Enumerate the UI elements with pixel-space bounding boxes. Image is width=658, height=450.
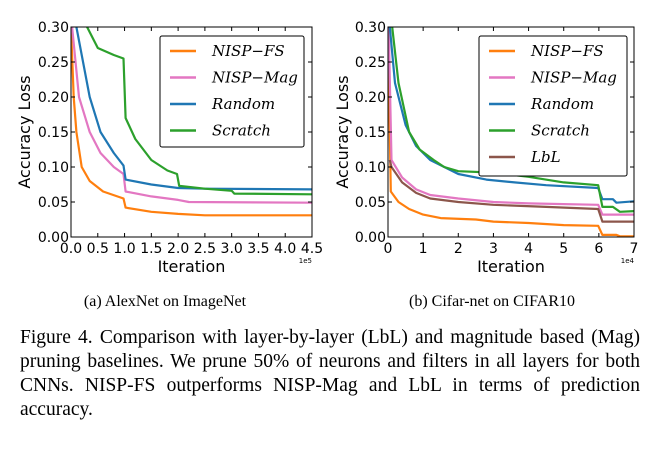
y-tick-label: 0.10 [355, 160, 386, 176]
x-multiplier-label: 1e5 [299, 257, 312, 265]
x-tick-label: 0.5 [87, 241, 109, 257]
x-tick-label: 1 [419, 241, 428, 257]
series-line-lbl [388, 159, 634, 223]
x-tick-label: 6 [594, 241, 603, 257]
legend-box [478, 35, 628, 177]
x-tick-label: 7 [630, 241, 639, 257]
legend-label: Scratch [212, 122, 271, 140]
y-axis-label: Accuracy Loss [333, 75, 352, 188]
x-tick-label: 1.0 [113, 241, 135, 257]
figure-charts: 0.0 0.5 1.0 1.5 2.0 2.5 3.0 3.5 4.0 4.5 0.00 0.05 0.… [15, 20, 638, 276]
figure-caption: Figure 4. Comparison with layer-by-layer… [20, 327, 640, 420]
chart-2: 0 1 2 3 4 5 6 7 0.00 0.05 0.10 0.15 0.20 0.25 0.30 Iter… [333, 20, 638, 276]
y-tick-label: 0.05 [38, 195, 69, 211]
x-tick-label: 4.0 [274, 241, 296, 257]
y-tick-label: 0.25 [355, 55, 386, 71]
series-line-nispmag [71, 27, 312, 204]
x-axis-label: Iteration [158, 257, 226, 276]
chart-1: 0.0 0.5 1.0 1.5 2.0 2.5 3.0 3.5 4.0 4.5 0.00 0.05 0.… [15, 20, 323, 276]
legend-label: NISP−FS [211, 42, 285, 60]
legend-label: Scratch [531, 122, 590, 140]
legend-box [159, 35, 305, 148]
x-tick-label: 4 [524, 241, 533, 257]
x-tick-label: 2 [454, 241, 463, 257]
x-tick-label: 1.5 [140, 241, 162, 257]
series-line-nispfs [71, 27, 312, 217]
y-tick-label: 0.30 [355, 20, 386, 36]
x-tick-label: 3 [489, 241, 498, 257]
subcaption-a: (a) AlexNet on ImageNet [83, 293, 247, 310]
legend-label: NISP−FS [530, 42, 604, 60]
x-tick-label: 5 [559, 241, 568, 257]
subcaption-b: (b) Cifar-net on CIFAR10 [408, 293, 576, 310]
y-tick-label: 0.10 [38, 160, 69, 176]
series-line-nispfs [388, 27, 634, 237]
series-line-random [75, 27, 312, 191]
x-tick-label: 3.5 [247, 241, 269, 257]
x-tick-label: 3.0 [221, 241, 243, 257]
y-tick-label: 0.00 [355, 230, 386, 246]
y-tick-label: 0.15 [38, 125, 69, 141]
y-tick-label: 0.25 [38, 55, 69, 71]
x-axis-label: Iteration [477, 257, 545, 276]
x-multiplier-label: 1e4 [621, 257, 635, 265]
legend-label: Random [530, 95, 594, 113]
legend-label: NISP−Mag [530, 69, 617, 87]
x-tick-label: 0 [384, 241, 393, 257]
legend: NISP−FS NISP−Mag Random Scratch LbL [478, 35, 628, 177]
y-tick-label: 0.20 [38, 90, 69, 106]
legend-label: Random [211, 95, 275, 113]
y-tick-label: 0.15 [355, 125, 386, 141]
x-tick-label: 0.0 [60, 241, 82, 257]
y-tick-label: 0.20 [355, 90, 386, 106]
series-line-scratch [86, 27, 312, 196]
y-tick-label: 0.30 [38, 20, 69, 36]
x-tick-label: 2.5 [194, 241, 216, 257]
y-axis-label: Accuracy Loss [15, 75, 34, 188]
legend: NISP−FS NISP−Mag Random Scratch [159, 35, 305, 148]
legend-label: NISP−Mag [211, 69, 298, 87]
legend-label: LbL [530, 148, 561, 166]
x-tick-label: 4.5 [301, 241, 323, 257]
x-tick-label: 2.0 [167, 241, 189, 257]
y-tick-label: 0.00 [38, 230, 69, 246]
y-tick-label: 0.05 [355, 195, 386, 211]
series-line-nispmag [388, 27, 634, 216]
